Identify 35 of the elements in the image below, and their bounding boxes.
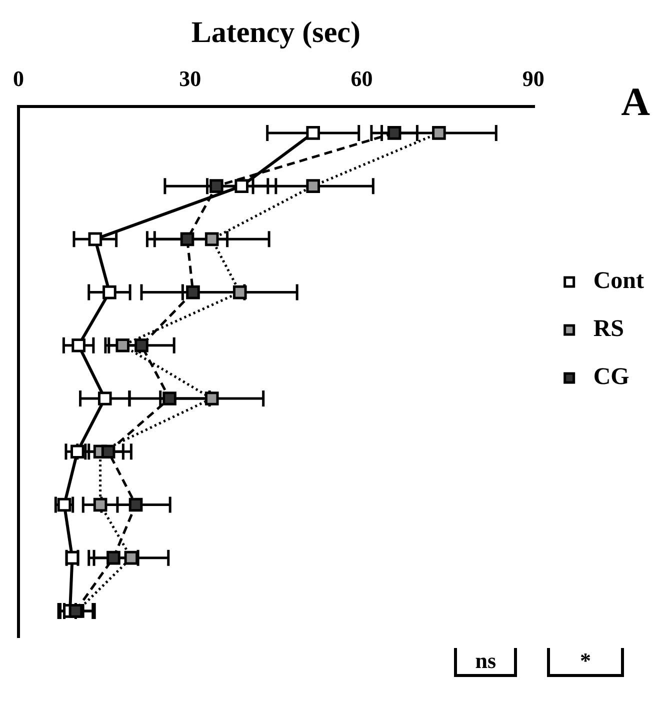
x-axis-title: Latency (sec) (191, 16, 360, 49)
legend-label: CG (593, 364, 630, 390)
point (432, 126, 446, 140)
point (93, 498, 108, 512)
legend-label: Cont (593, 268, 644, 294)
x-tick-label: 30 (179, 66, 202, 91)
point (134, 338, 148, 352)
text: A (621, 78, 650, 125)
x-tick-label: 90 (522, 66, 544, 91)
point (70, 444, 84, 459)
point (88, 232, 102, 246)
point (387, 126, 402, 140)
bracket: * (547, 648, 624, 677)
point (162, 392, 176, 406)
point (128, 498, 143, 512)
point (306, 179, 320, 193)
legend-label: RS (593, 316, 624, 342)
bracket: ns (454, 648, 517, 677)
point (124, 550, 138, 565)
point (186, 285, 200, 300)
x-tick-label: 60 (350, 66, 373, 91)
point (204, 232, 219, 246)
point (204, 392, 219, 406)
point (210, 179, 224, 193)
point (180, 232, 194, 246)
point (106, 550, 120, 565)
point (98, 392, 112, 406)
point (306, 126, 320, 140)
point (72, 338, 86, 352)
point (102, 285, 116, 300)
point (234, 179, 248, 193)
point (232, 285, 247, 300)
point (101, 444, 116, 459)
point (116, 338, 130, 352)
x-tick-label: 0 (13, 66, 24, 91)
